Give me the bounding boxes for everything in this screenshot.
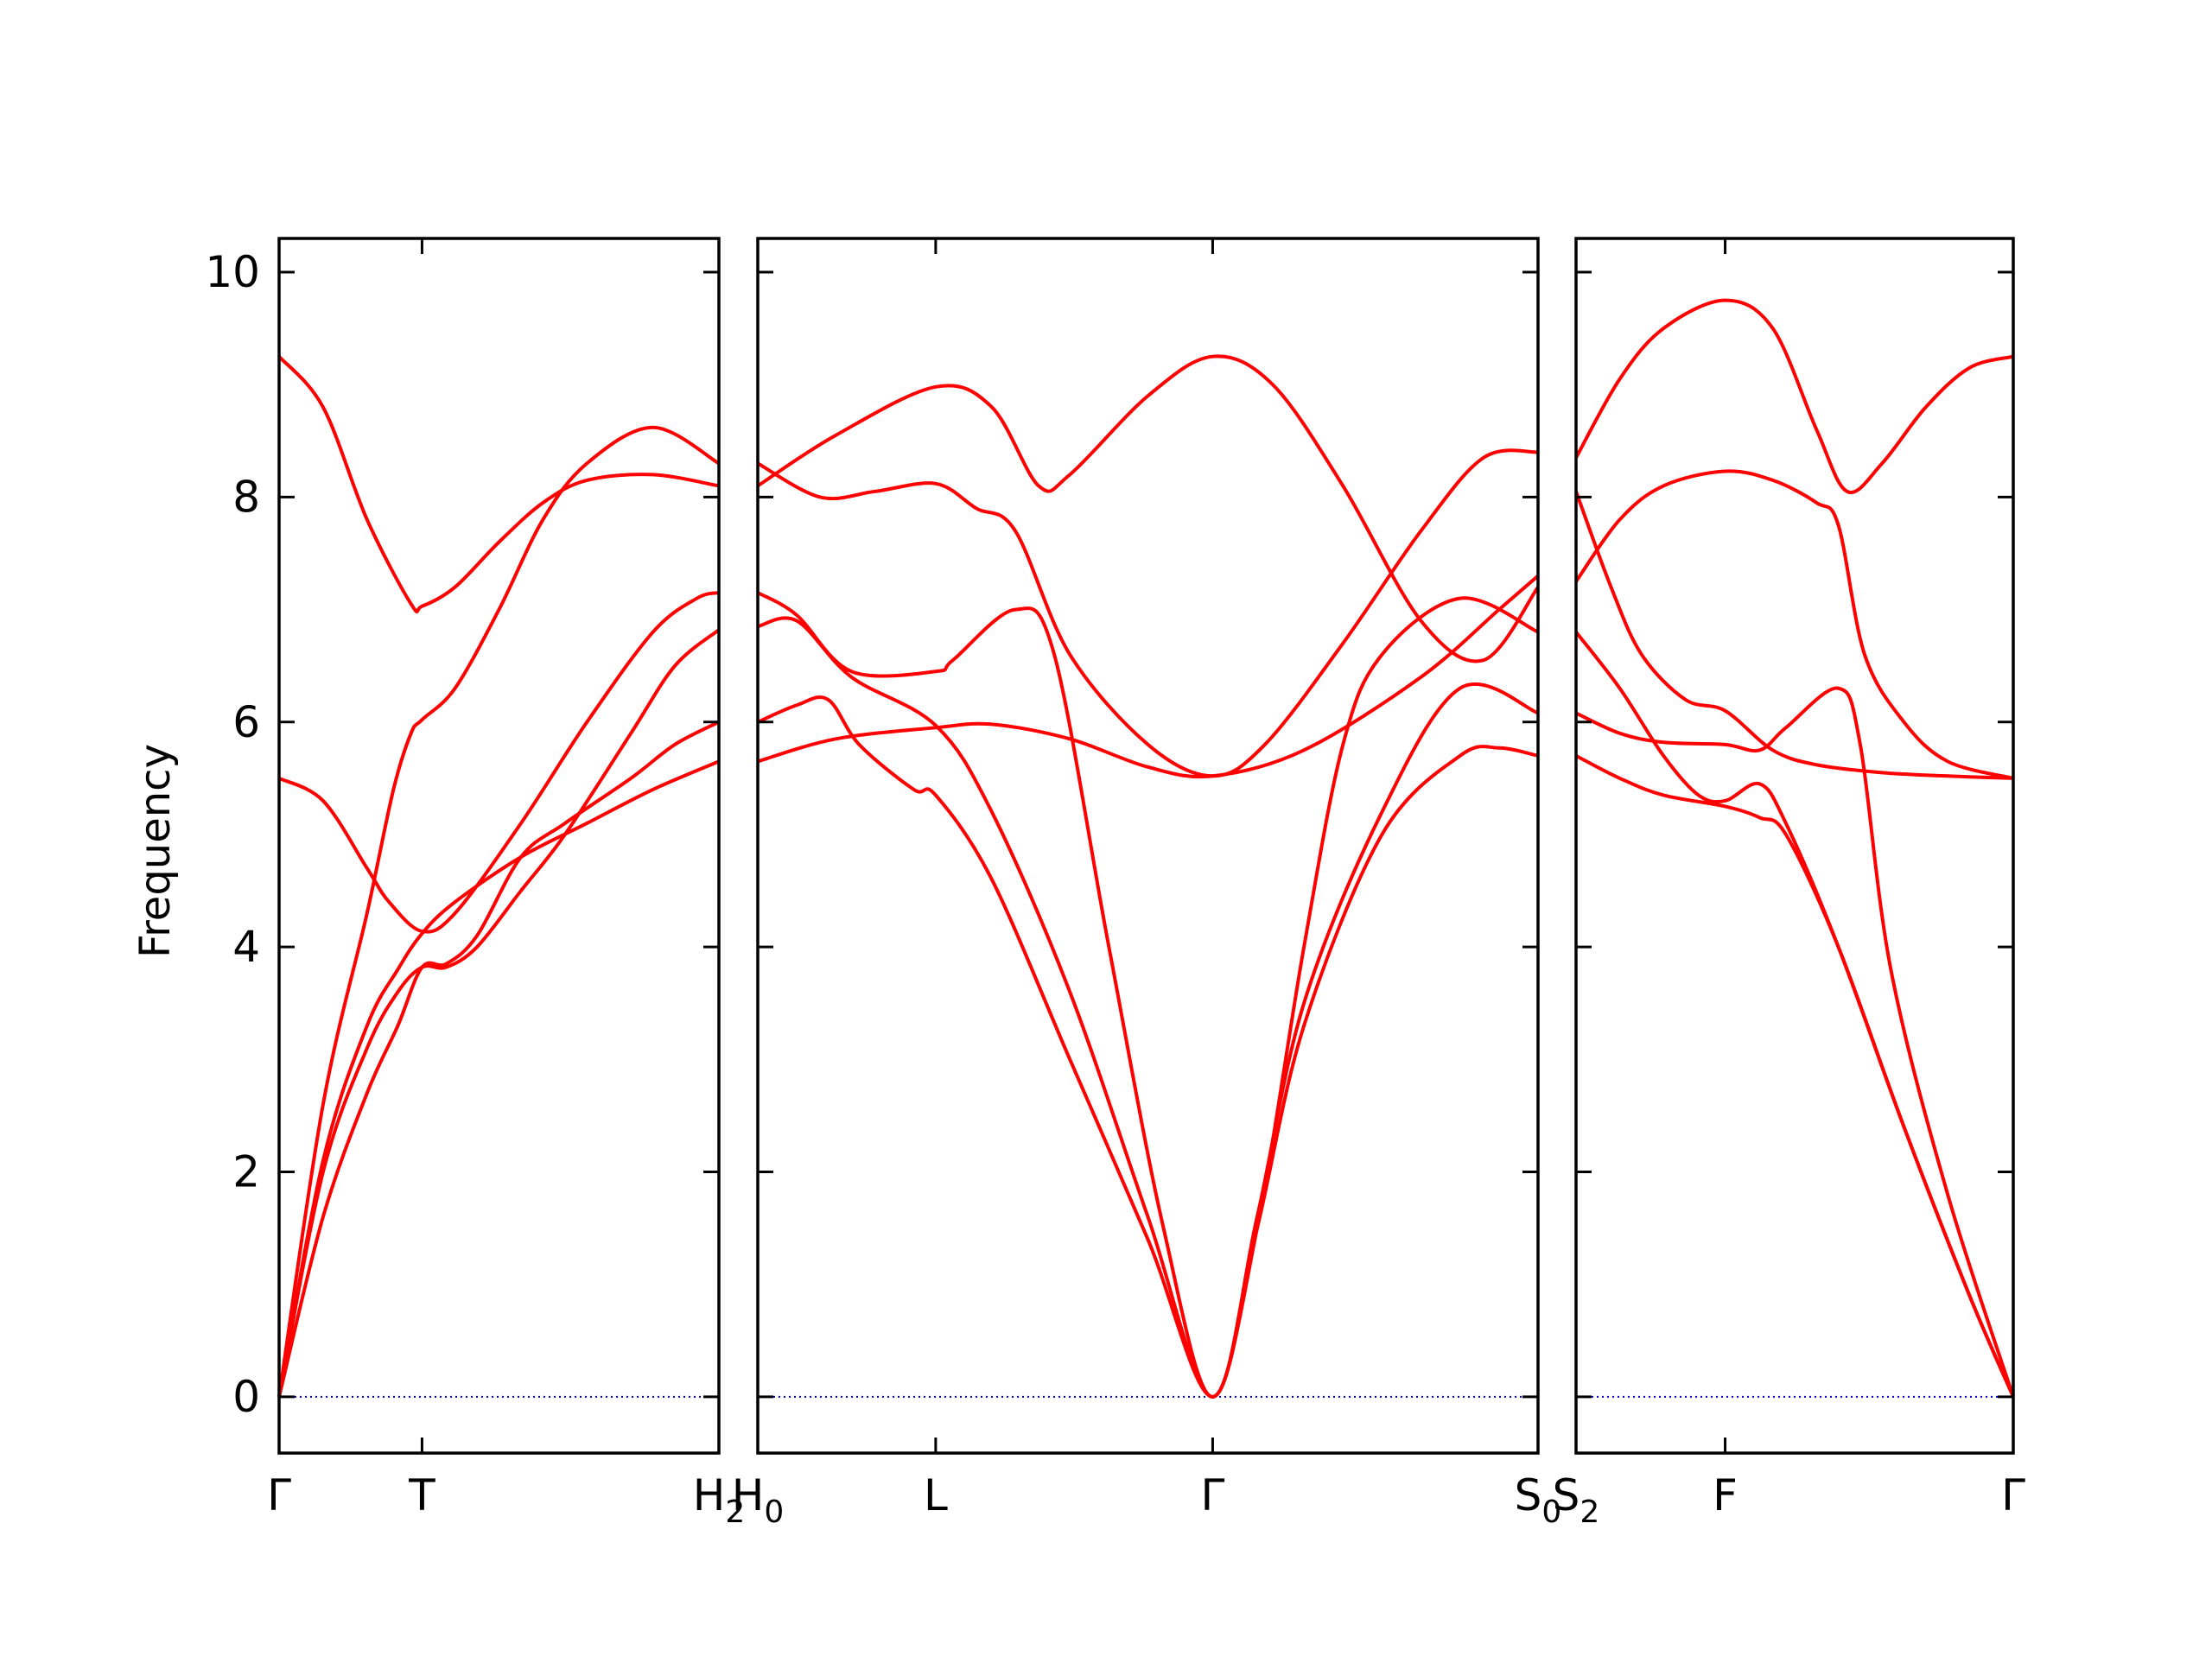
- x-tick-label-sub: 2: [725, 1495, 745, 1530]
- y-tick-label: 2: [232, 1147, 260, 1197]
- band-line-1: [1574, 298, 2014, 495]
- x-tick-label-sub: 0: [764, 1495, 784, 1530]
- band-line-1: [277, 628, 721, 1398]
- panel-frame: [756, 237, 1540, 1455]
- band-line-5: [757, 695, 1539, 1399]
- band-line-3: [1574, 491, 2014, 780]
- panel-frame: [277, 237, 721, 1455]
- x-tick-label-sub: 0: [1541, 1495, 1561, 1530]
- y-tick-label: 10: [205, 247, 260, 297]
- band-line-5: [277, 355, 720, 614]
- y-tick-label: 4: [232, 922, 260, 972]
- band-line-4: [757, 616, 1539, 1399]
- x-tick-label: L: [924, 1470, 948, 1520]
- band-line-4: [1574, 631, 2015, 1398]
- band-line-1: [756, 354, 1540, 663]
- band-line-5: [1575, 686, 2015, 1398]
- x-tick-label: Γ: [1201, 1470, 1225, 1520]
- band-line-6: [757, 574, 1540, 779]
- band-line-3: [757, 591, 1539, 1399]
- x-tick-label: T: [408, 1470, 435, 1520]
- panel-1: Γ T H2 0 2 4 6 8 10: [205, 237, 746, 1530]
- x-tick-label: H2: [693, 1470, 746, 1530]
- y-tick-label: 0: [232, 1372, 260, 1422]
- panel-frame: [1574, 237, 2015, 1455]
- band-line-3: [277, 425, 721, 1398]
- band-line-6: [1575, 754, 2015, 1398]
- band-line-2: [277, 720, 720, 1398]
- y-tick-label: 6: [232, 697, 260, 747]
- x-tick-label: F: [1713, 1470, 1738, 1520]
- y-tick-label: 8: [232, 472, 260, 522]
- band-line-2: [1574, 469, 2014, 780]
- panel-3: S2 F Γ: [1553, 237, 2025, 1530]
- band-line-2: [757, 448, 1539, 778]
- x-tick-label-sub: 2: [1580, 1495, 1599, 1530]
- band-line-6: [277, 759, 720, 1398]
- x-tick-label: Γ: [267, 1470, 291, 1520]
- panel-2: H0 L Γ S0: [732, 237, 1561, 1530]
- x-tick-label: Γ: [2001, 1470, 2025, 1520]
- y-axis-label: Frequency: [131, 744, 180, 958]
